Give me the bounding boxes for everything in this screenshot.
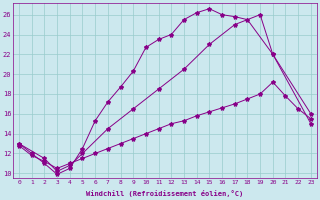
X-axis label: Windchill (Refroidissement éolien,°C): Windchill (Refroidissement éolien,°C): [86, 190, 244, 197]
